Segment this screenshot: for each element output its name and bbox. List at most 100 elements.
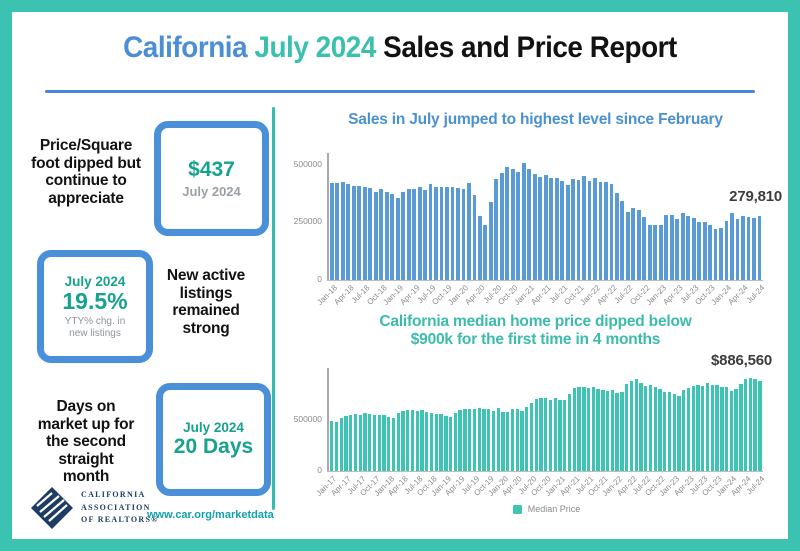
page-title: California July 2024 Sales and Price Rep… [28, 30, 772, 66]
bar [344, 416, 348, 471]
sales-latest-value-label: 279,810 [729, 188, 782, 205]
bar [506, 411, 510, 471]
car-logo: CALIFORNIA ASSOCIATION OF REALTORS® [30, 486, 159, 530]
bar [548, 399, 553, 471]
stat1-box: $437 July 2024 [154, 121, 269, 236]
bar [368, 414, 372, 471]
bar [631, 207, 636, 280]
bar [483, 225, 488, 280]
title-underline [45, 90, 755, 93]
bar [664, 214, 669, 280]
bar [330, 421, 334, 471]
bar [534, 398, 538, 471]
bar [463, 408, 467, 471]
title-part-california: California [123, 31, 248, 64]
bar [417, 186, 422, 280]
bar [340, 182, 345, 280]
bar [549, 177, 554, 280]
bar [653, 387, 657, 471]
bar [491, 410, 496, 471]
bar [757, 215, 762, 280]
bar [362, 186, 367, 280]
bar [667, 392, 672, 471]
bar [373, 192, 378, 280]
bar [488, 201, 493, 280]
bar [653, 224, 658, 280]
bar [505, 167, 510, 280]
bar [349, 414, 353, 471]
bar [596, 388, 600, 471]
bar [663, 391, 667, 471]
bar [587, 181, 592, 280]
stat3-value: 20 Days [173, 435, 254, 459]
bar [372, 415, 377, 471]
bar [724, 221, 729, 280]
bar [753, 379, 757, 471]
legend-label: Median Price [527, 504, 581, 514]
bar [368, 188, 373, 280]
bar [691, 385, 695, 471]
bar [525, 407, 529, 471]
bar [401, 411, 405, 471]
y-axis-label: 250000 [293, 216, 322, 227]
bar [701, 386, 705, 471]
bar [529, 403, 534, 471]
bar [450, 187, 455, 280]
bar [467, 408, 472, 471]
stat3-box: July 2024 20 Days [156, 383, 271, 496]
bar [702, 221, 707, 280]
bar [582, 387, 586, 471]
bar [565, 184, 570, 280]
bar [625, 384, 629, 471]
stat1-period: July 2024 [182, 183, 241, 199]
marketdata-url[interactable]: www.car.org/marketdata [147, 509, 274, 521]
bar [379, 188, 384, 280]
bar [571, 178, 575, 280]
stat2-caption: YTY% chg. in new listings [64, 315, 126, 339]
bar [609, 183, 614, 280]
bar [477, 408, 481, 471]
title-part-period: July 2024 [254, 31, 376, 64]
bar [735, 218, 740, 280]
bar [527, 168, 532, 280]
bar [384, 192, 389, 280]
bar [567, 393, 572, 471]
bar [445, 187, 449, 280]
bar [680, 213, 685, 280]
bar [669, 215, 674, 280]
bar [339, 418, 343, 471]
bar [428, 184, 433, 280]
bar [377, 415, 381, 471]
stat1-description: Price/Square foot dipped but continue to… [31, 137, 141, 207]
stat1-value: $437 [188, 158, 235, 182]
bar [499, 172, 504, 280]
bar [682, 390, 686, 471]
bar [577, 387, 581, 471]
bar [532, 173, 537, 280]
bar [425, 412, 429, 471]
bar [358, 414, 362, 471]
bar [572, 387, 576, 471]
y-axis-label: 0 [317, 465, 322, 475]
bar [434, 186, 438, 280]
bar [412, 188, 417, 280]
bar [658, 224, 663, 280]
bar [713, 228, 718, 280]
car-logo-text: CALIFORNIA ASSOCIATION OF REALTORS® [81, 489, 159, 526]
stat2-value: 19.5% [62, 287, 128, 314]
bar [434, 414, 438, 471]
stat3-description: Days on market up for the second straigh… [37, 398, 135, 485]
bar [330, 183, 334, 280]
bar [610, 389, 615, 471]
bar [353, 414, 358, 471]
bar [719, 228, 723, 280]
bar [582, 175, 586, 280]
bar [724, 387, 729, 471]
bar [601, 389, 605, 471]
bar [390, 194, 395, 280]
bar [743, 378, 748, 471]
title-part-report: Sales and Price Report [383, 31, 677, 64]
bar [675, 218, 680, 280]
y-axis-label: 500000 [293, 413, 322, 424]
bar [472, 409, 477, 471]
